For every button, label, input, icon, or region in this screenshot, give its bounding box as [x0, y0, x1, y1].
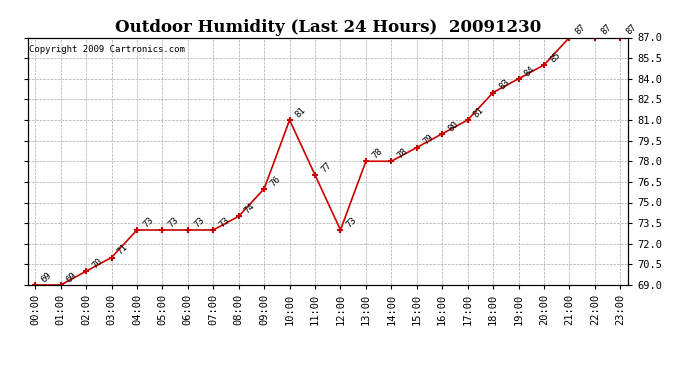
- Text: 76: 76: [268, 174, 282, 188]
- Text: 79: 79: [421, 133, 435, 147]
- Text: 81: 81: [294, 105, 308, 119]
- Text: 84: 84: [523, 64, 537, 78]
- Text: 87: 87: [599, 23, 613, 37]
- Text: 73: 73: [344, 215, 359, 229]
- Text: Copyright 2009 Cartronics.com: Copyright 2009 Cartronics.com: [29, 45, 185, 54]
- Text: 69: 69: [65, 270, 79, 284]
- Title: Outdoor Humidity (Last 24 Hours)  20091230: Outdoor Humidity (Last 24 Hours) 2009123…: [115, 19, 541, 36]
- Text: 73: 73: [166, 215, 181, 229]
- Text: 81: 81: [472, 105, 486, 119]
- Text: 74: 74: [243, 201, 257, 216]
- Text: 73: 73: [192, 215, 206, 229]
- Text: 69: 69: [39, 270, 53, 284]
- Text: 77: 77: [319, 160, 333, 174]
- Text: 87: 87: [624, 23, 638, 37]
- Text: 71: 71: [116, 243, 130, 257]
- Text: 80: 80: [446, 119, 460, 133]
- Text: 78: 78: [370, 147, 384, 160]
- Text: 83: 83: [497, 78, 511, 92]
- Text: 78: 78: [395, 147, 409, 160]
- Text: 73: 73: [141, 215, 155, 229]
- Text: 70: 70: [90, 256, 104, 270]
- Text: 85: 85: [548, 50, 562, 64]
- Text: 73: 73: [217, 215, 231, 229]
- Text: 87: 87: [573, 23, 587, 37]
